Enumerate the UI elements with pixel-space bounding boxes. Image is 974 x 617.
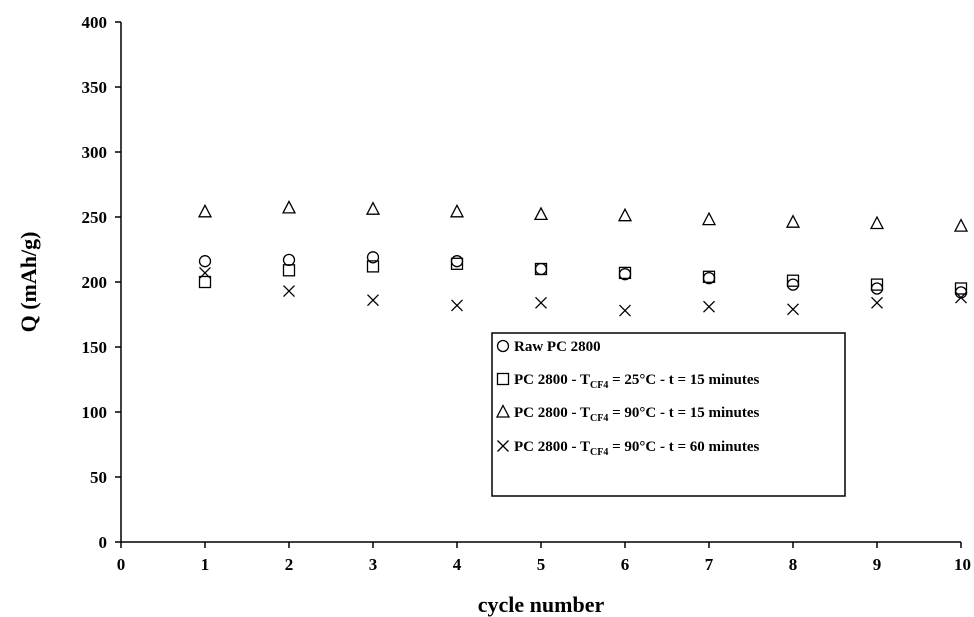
cross-point xyxy=(619,304,631,317)
cross-point xyxy=(787,303,799,316)
y-tick-label: 300 xyxy=(82,143,108,162)
legend-label: PC 2800 - TCF4 = 90°C - t = 60 minutes xyxy=(514,439,759,458)
x-tick-label: 9 xyxy=(873,555,882,574)
circle-point xyxy=(366,251,380,264)
x-tick-label: 6 xyxy=(621,555,630,574)
legend-label: PC 2800 - TCF4 = 90°C - t = 15 minutes xyxy=(514,405,759,424)
cross-point xyxy=(451,299,463,312)
square-point xyxy=(618,266,632,280)
legend-circle-icon xyxy=(496,339,510,353)
triangle-point xyxy=(701,211,717,226)
legend-entry: PC 2800 - TCF4 = 90°C - t = 60 minutes xyxy=(497,439,759,458)
y-tick-label: 200 xyxy=(82,273,108,292)
legend-entry: Raw PC 2800 xyxy=(496,339,601,355)
triangle-point xyxy=(449,203,465,218)
y-tick-label: 250 xyxy=(82,208,108,227)
x-tick-labels: 0 1 2 3 4 5 6 7 8 9 10 xyxy=(117,555,971,574)
cross-point xyxy=(703,300,715,313)
circle-point xyxy=(282,253,296,267)
series-square xyxy=(198,257,968,295)
data-points xyxy=(197,199,969,317)
y-tick-label: 150 xyxy=(82,338,108,357)
x-tick-label: 5 xyxy=(537,555,546,574)
square-point xyxy=(282,264,296,277)
legend-square-icon xyxy=(496,372,510,386)
series-triangle xyxy=(197,199,969,232)
y-tick-label: 100 xyxy=(82,403,108,422)
x-tick-label: 3 xyxy=(369,555,378,574)
x-tick-label: 1 xyxy=(201,555,210,574)
cross-point xyxy=(283,285,295,298)
x-tick-label: 4 xyxy=(453,555,462,574)
legend-label: Raw PC 2800 xyxy=(514,339,601,355)
triangle-point xyxy=(365,201,381,215)
cross-point xyxy=(871,296,883,309)
circle-point xyxy=(534,262,548,276)
square-point xyxy=(702,270,716,283)
triangle-point xyxy=(785,214,801,228)
y-tick-labels: 0 50 100 150 200 250 300 350 400 xyxy=(82,13,108,552)
cross-point xyxy=(199,266,211,279)
x-tick-label: 10 xyxy=(954,555,971,574)
square-point xyxy=(534,262,548,276)
legend-label: PC 2800 - TCF4 = 25°C - t = 15 minutes xyxy=(514,372,759,391)
legend-cross-icon xyxy=(497,440,509,452)
square-point xyxy=(198,275,212,289)
legend-triangle-icon xyxy=(495,404,511,418)
cross-point xyxy=(955,291,967,304)
axes xyxy=(115,21,962,548)
triangle-point xyxy=(869,215,885,230)
triangle-point xyxy=(197,203,213,218)
circle-point xyxy=(870,282,884,295)
triangle-point xyxy=(953,218,969,232)
y-tick-label: 350 xyxy=(82,78,108,97)
square-point xyxy=(786,274,800,287)
square-point xyxy=(450,257,464,270)
circle-point xyxy=(450,255,464,268)
square-point xyxy=(366,260,380,273)
x-tick-label: 2 xyxy=(285,555,294,574)
legend-entry: PC 2800 - TCF4 = 25°C - t = 15 minutes xyxy=(496,372,759,391)
x-tick-label: 0 xyxy=(117,555,126,574)
circle-point xyxy=(954,286,968,299)
y-axis-title: Q (mAh/g) xyxy=(16,232,41,333)
circle-point xyxy=(198,255,212,268)
series-cross xyxy=(199,266,967,317)
legend-entry: PC 2800 - TCF4 = 90°C - t = 15 minutes xyxy=(495,404,759,424)
square-point xyxy=(870,278,884,291)
x-tick-label: 8 xyxy=(789,555,798,574)
triangle-point xyxy=(281,199,297,214)
x-tick-label: 7 xyxy=(705,555,714,574)
cross-point xyxy=(535,296,547,309)
triangle-point xyxy=(617,207,633,222)
triangle-point xyxy=(533,206,549,221)
square-point xyxy=(954,282,968,295)
series-circle xyxy=(198,251,968,299)
y-tick-label: 0 xyxy=(99,533,108,552)
y-tick-label: 50 xyxy=(90,468,107,487)
circle-point xyxy=(786,278,800,291)
legend: Raw PC 2800 PC 2800 - TCF4 = 25°C - t = 1… xyxy=(491,332,846,497)
legend-box xyxy=(491,332,846,497)
cross-point xyxy=(367,294,379,307)
y-tick-label: 400 xyxy=(82,13,108,32)
x-axis-title: cycle number xyxy=(478,592,605,617)
